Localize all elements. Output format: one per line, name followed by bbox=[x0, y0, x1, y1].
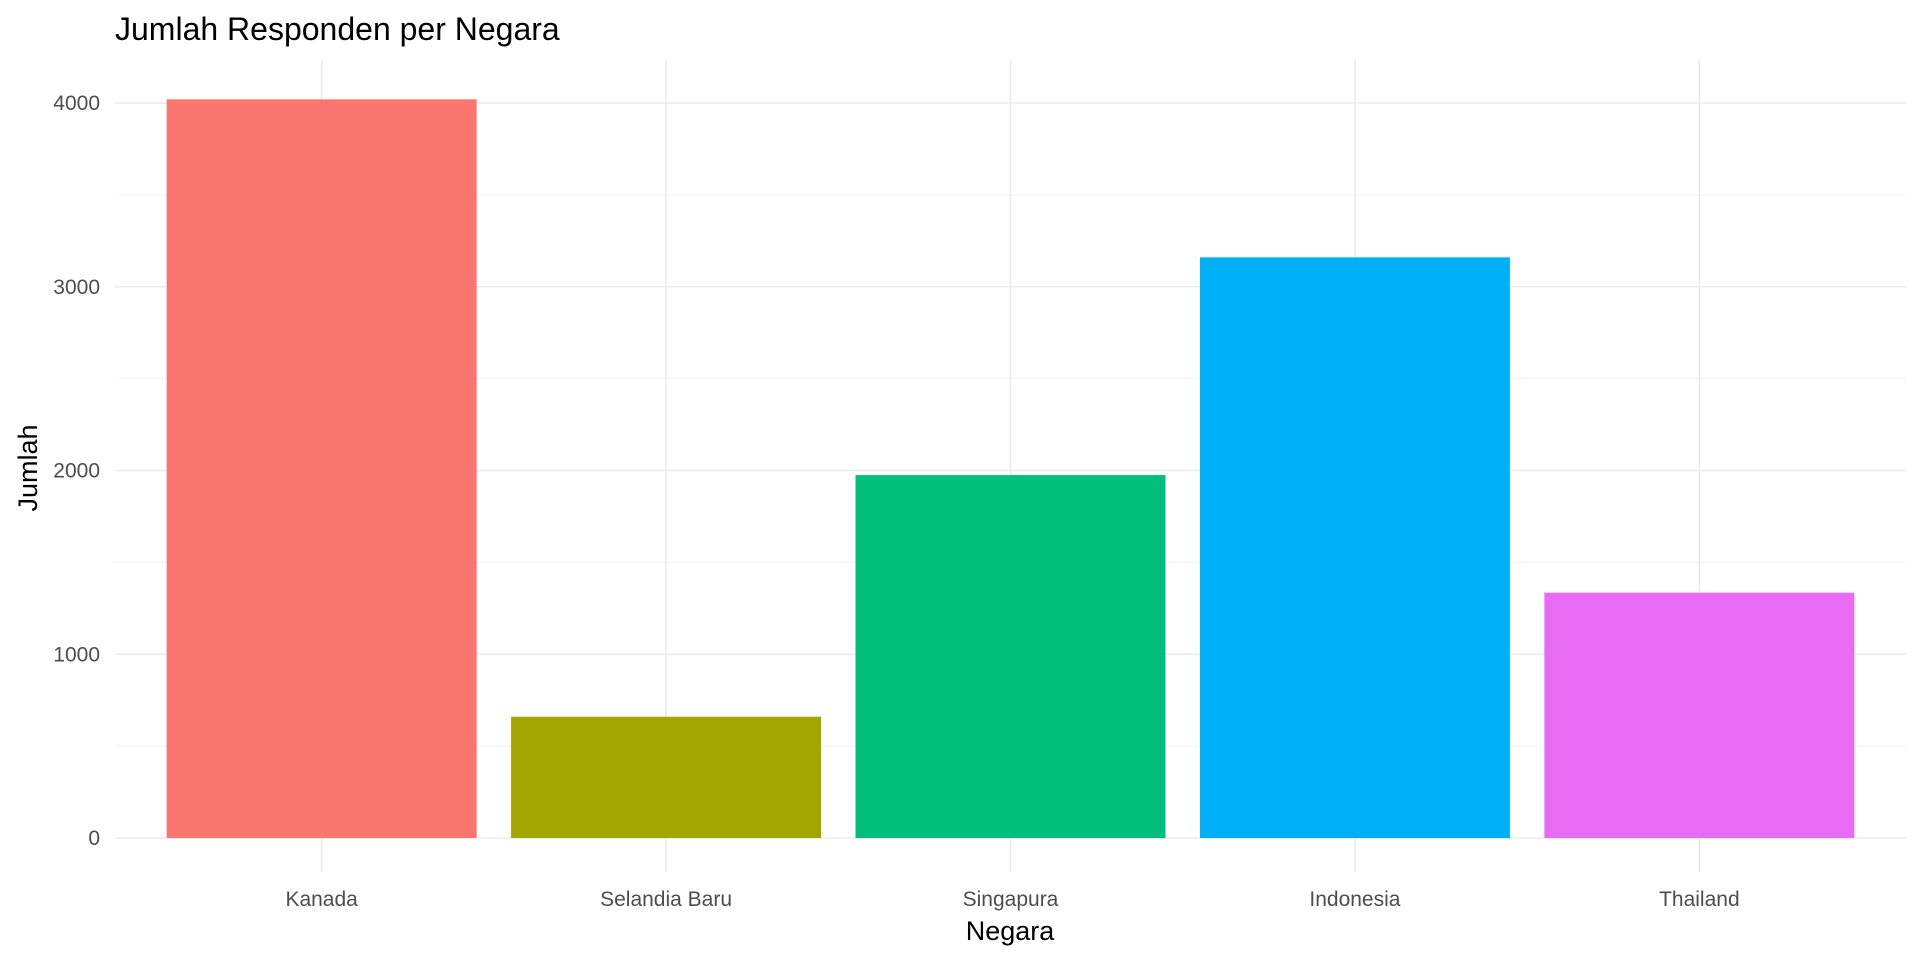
x-tick-label: Indonesia bbox=[1309, 888, 1400, 911]
bar-kanada bbox=[166, 99, 477, 838]
x-tick-label: Singapura bbox=[963, 888, 1059, 911]
chart-title: Jumlah Responden per Negara bbox=[115, 11, 560, 47]
y-tick-label: 2000 bbox=[53, 460, 100, 483]
bar-indonesia bbox=[1199, 257, 1510, 839]
y-tick-label: 4000 bbox=[53, 92, 100, 115]
bar-selandia-baru bbox=[511, 716, 822, 838]
bars-layer bbox=[166, 99, 1855, 839]
y-tick-label: 1000 bbox=[53, 643, 100, 666]
y-tick-label: 3000 bbox=[53, 276, 100, 299]
x-axis-label: Negara bbox=[966, 916, 1056, 946]
y-axis-label: Jumlah bbox=[13, 424, 43, 511]
bar-singapura bbox=[855, 475, 1166, 838]
x-tick-label: Thailand bbox=[1659, 888, 1740, 911]
y-axis-ticks: 0 1000 2000 3000 4000 bbox=[53, 92, 100, 850]
x-axis-ticks: Kanada Selandia Baru Singapura Indonesia Tha… bbox=[285, 888, 1739, 911]
y-tick-label: 0 bbox=[88, 827, 100, 850]
x-tick-label: Selandia Baru bbox=[600, 888, 732, 911]
x-tick-label: Kanada bbox=[285, 888, 358, 911]
bar-thailand bbox=[1544, 592, 1855, 838]
